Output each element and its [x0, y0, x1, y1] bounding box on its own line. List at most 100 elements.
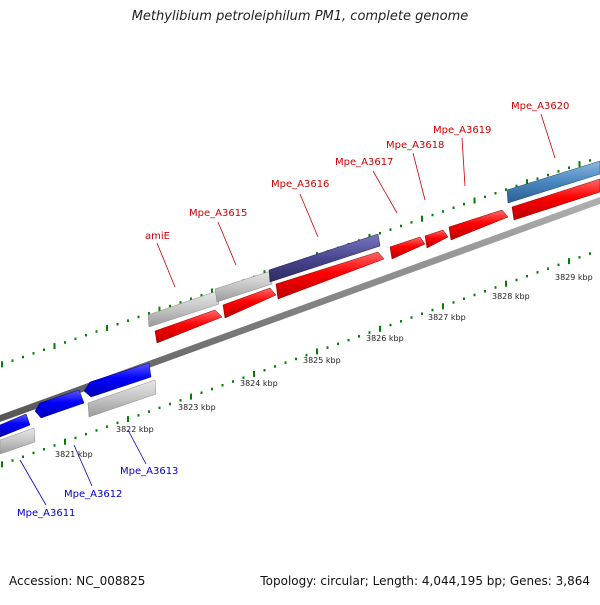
inner-tick-mark: [536, 271, 539, 274]
inner-tick-mark: [505, 280, 507, 287]
inner-tick-mark: [305, 353, 308, 357]
gene-feature-mpe-a3617[interactable]: [389, 236, 426, 260]
genome-summary-text: Topology: circular; Length: 4,044,195 bp…: [260, 574, 590, 588]
outer-tick-mark: [442, 210, 444, 213]
inner-tick-mark: [410, 316, 413, 319]
gene-label-amie[interactable]: amiE: [145, 231, 170, 242]
gene-feature-amiE[interactable]: [154, 309, 223, 344]
feature-grey-1[interactable]: [147, 290, 220, 328]
inner-tick-mark: [389, 323, 392, 327]
gene-label-mpe-a3611[interactable]: Mpe_A3611: [17, 508, 75, 519]
outer-tick-mark: [526, 179, 528, 186]
gene-feature-mpe-a3615[interactable]: [222, 287, 277, 319]
inner-tick-mark: [347, 338, 350, 342]
feature-purple[interactable]: [268, 233, 381, 283]
gene-label-mpe-a3612[interactable]: Mpe_A3612: [64, 489, 122, 500]
inner-tick-mark: [43, 448, 45, 451]
gene-label-group: Mpe_A3611 Mpe_A3612 Mpe_A3613 amiE Mpe_A…: [17, 101, 569, 519]
inner-tick-mark: [32, 451, 35, 455]
outer-tick-mark: [557, 170, 560, 173]
forward-strand-genes: [154, 178, 600, 344]
inner-tick-mark: [442, 303, 444, 310]
inner-tick-mark: [274, 365, 276, 368]
inner-tick-mark: [1, 461, 3, 468]
outer-tick-mark: [85, 333, 87, 337]
outer-tick-mark: [190, 297, 192, 300]
outer-tick-mark: [74, 337, 77, 341]
outer-tick-mark: [421, 215, 423, 222]
gene-feature-mpe-a3619[interactable]: [448, 209, 509, 241]
inner-tick-mark: [64, 438, 66, 445]
outer-tick-mark: [137, 315, 140, 319]
inner-tick-mark: [85, 432, 87, 436]
inner-tick-mark: [253, 371, 255, 377]
gene-label-mpe-a3620[interactable]: Mpe_A3620: [511, 101, 569, 112]
inner-tick-mark: [473, 293, 476, 297]
ruler-label-3822: 3822 kbp: [116, 425, 154, 434]
inner-tick-mark: [106, 425, 108, 428]
inner-tick-mark: [242, 376, 245, 379]
inner-tick-mark: [568, 258, 570, 265]
outer-tick-mark: [22, 355, 24, 359]
outer-tick-mark: [1, 361, 3, 368]
reverse-strand-genes: [0, 362, 152, 438]
outer-tick-mark: [11, 359, 14, 362]
gene-label-mpe-a3618[interactable]: Mpe_A3618: [386, 140, 444, 151]
inner-tick-mark: [200, 391, 203, 394]
inner-tick-mark: [127, 416, 129, 423]
ruler-label-3825: 3825 kbp: [303, 356, 341, 365]
outer-tick-mark: [463, 202, 465, 206]
outer-tick-mark: [179, 301, 182, 304]
gene-label-mpe-a3616[interactable]: Mpe_A3616: [271, 179, 329, 190]
inner-tick-mark: [284, 361, 287, 364]
inner-tick-mark: [337, 342, 339, 346]
gene-feature-mpe-a3613[interactable]: [83, 362, 152, 398]
feature-steel[interactable]: [506, 160, 600, 204]
gene-feature-mpe-a3611[interactable]: [0, 413, 31, 438]
gene-label-mpe-a3615[interactable]: Mpe_A3615: [189, 208, 247, 219]
inner-tick-mark: [190, 393, 192, 400]
outer-tick-mark: [43, 348, 45, 351]
gene-feature-mpe-a3620[interactable]: [511, 178, 600, 221]
inner-tick-mark: [211, 387, 213, 391]
accession-text: Accession: NC_008825: [9, 574, 146, 588]
feature-grey-3[interactable]: [0, 427, 36, 455]
outer-tick-mark: [473, 197, 476, 204]
outer-tick-mark: [536, 177, 539, 180]
outer-tick-mark: [53, 343, 56, 350]
map-title: Methylibium petroleiphilum PM1, complete…: [131, 9, 469, 24]
inner-tick-mark: [547, 267, 549, 270]
ruler-label-3824: 3824 kbp: [240, 379, 278, 388]
gene-label-mpe-a3613[interactable]: Mpe_A3613: [120, 466, 178, 477]
outer-tick-mark: [484, 195, 486, 199]
inner-tick-mark: [578, 256, 581, 259]
feature-grey-4[interactable]: [87, 379, 157, 418]
outer-tick-mark: [400, 224, 402, 228]
outer-tick-mark: [389, 228, 392, 231]
inner-tick-mark: [295, 357, 297, 361]
ruler-label-3828: 3828 kbp: [492, 292, 530, 301]
outer-tick-mark: [116, 323, 119, 326]
ruler-label-3829: 3829 kbp: [555, 273, 593, 282]
feature-grey-2[interactable]: [214, 270, 273, 303]
outer-tick-mark: [578, 161, 581, 168]
outer-tick-mark: [200, 293, 203, 297]
inner-tick-mark: [53, 444, 56, 447]
ruler-label-3821: 3821 kbp: [55, 450, 93, 459]
inner-tick-mark: [221, 384, 224, 387]
inner-tick-mark: [11, 459, 14, 462]
inner-tick-mark: [232, 380, 234, 383]
ruler-label-3823: 3823 kbp: [178, 403, 216, 412]
inner-tick-mark: [421, 312, 423, 315]
outer-tick-mark: [127, 319, 129, 322]
outer-tick-mark: [515, 184, 518, 188]
gene-feature-mpe-a3616[interactable]: [275, 251, 385, 300]
gene-feature-mpe-a3618[interactable]: [424, 229, 449, 249]
gene-label-mpe-a3619[interactable]: Mpe_A3619: [433, 125, 491, 136]
gene-feature-mpe-a3612[interactable]: [34, 389, 85, 419]
inner-tick-mark: [148, 410, 150, 413]
reverse-other-features: [0, 379, 157, 455]
gene-label-mpe-a3617[interactable]: Mpe_A3617: [335, 157, 393, 168]
